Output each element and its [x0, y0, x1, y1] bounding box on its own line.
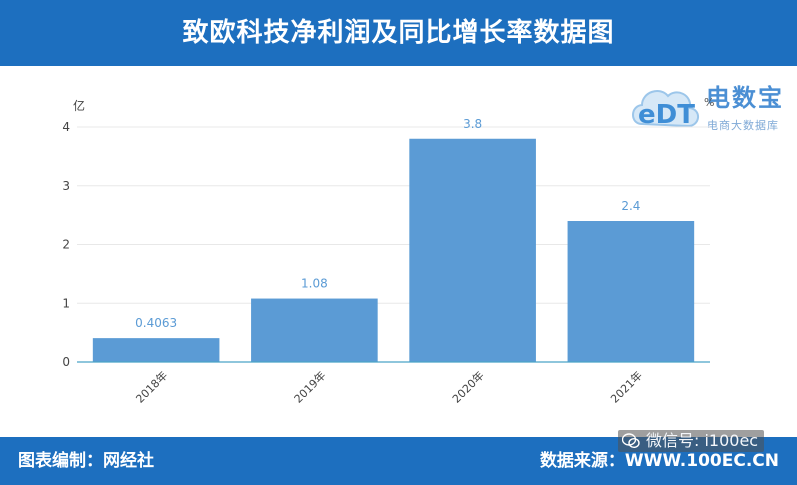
edt-logo-icon: eDT — [632, 90, 699, 130]
y-tick-label: 2 — [62, 238, 70, 252]
bar-value-label: 0.4063 — [135, 316, 177, 330]
y-tick-label: 1 — [62, 296, 70, 310]
wechat-watermark: 微信号: i100ec — [618, 430, 765, 452]
chart-title: 致欧科技净利润及同比增长率数据图 — [182, 18, 615, 48]
bar-value-label: 1.08 — [301, 277, 328, 291]
logo-subtitle: 电商大数据库 — [707, 119, 779, 132]
y-axis-unit: 亿 — [73, 99, 86, 113]
bar — [251, 298, 378, 362]
x-tick-label: 2018年 — [133, 368, 170, 405]
header-bar — [0, 0, 797, 66]
wechat-icon — [622, 433, 640, 449]
y-tick-label: 0 — [62, 355, 70, 369]
bar — [409, 138, 536, 362]
wechat-id: 微信号: i100ec — [646, 431, 759, 450]
footer-source: 数据来源：WWW.100EC.CN — [539, 451, 779, 471]
y-tick-label: 3 — [62, 179, 70, 193]
x-tick-label: 2019年 — [291, 368, 328, 405]
y-tick-label: 4 — [62, 120, 70, 134]
secondary-axis-unit: % — [704, 96, 715, 109]
bar — [92, 338, 220, 362]
bar — [567, 221, 695, 362]
x-tick-label: 2021年 — [608, 368, 645, 405]
bar-value-label: 2.4 — [621, 199, 640, 213]
footer-credit: 图表编制：网经社 — [18, 451, 154, 471]
bar-chart: 0 1 2 3 4 0.4063 2018年 1.08 2019年 3.8 2020年 2.4 2021… — [62, 117, 710, 406]
bar-value-label: 3.8 — [463, 117, 482, 131]
logo-mark: eDT — [638, 100, 695, 130]
x-tick-label: 2020年 — [449, 368, 486, 405]
logo-name: 电数宝 — [706, 84, 784, 112]
